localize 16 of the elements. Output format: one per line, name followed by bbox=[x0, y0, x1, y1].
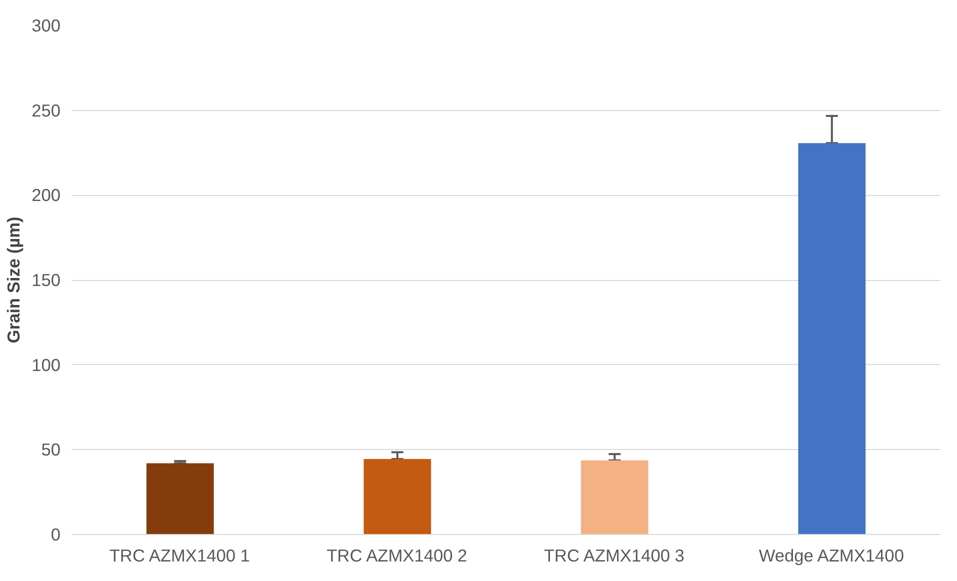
y-tick-label: 100 bbox=[32, 354, 61, 375]
bar bbox=[146, 463, 214, 534]
y-axis-title: Grain Size (µm) bbox=[4, 216, 24, 344]
y-tick-label: 200 bbox=[32, 185, 61, 206]
y-tick-label: 50 bbox=[41, 440, 61, 460]
x-tick-label: TRC AZMX1400 2 bbox=[326, 546, 468, 566]
bar bbox=[580, 460, 648, 534]
x-tick-label: TRC AZMX1400 3 bbox=[544, 546, 684, 566]
x-tick-label: TRC AZMX1400 1 bbox=[109, 546, 250, 566]
y-tick-label: 300 bbox=[32, 16, 61, 36]
x-tick-label: Wedge AZMX1400 bbox=[758, 546, 904, 566]
bar bbox=[798, 143, 866, 534]
bar bbox=[364, 459, 432, 534]
y-tick-label: 0 bbox=[50, 524, 61, 544]
y-tick-label: 250 bbox=[32, 100, 61, 120]
y-tick-label: 150 bbox=[32, 270, 61, 290]
